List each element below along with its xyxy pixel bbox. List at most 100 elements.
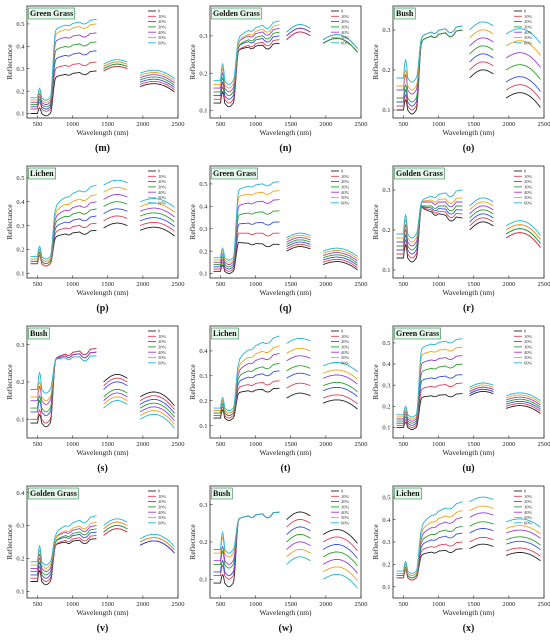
x-tick-label: 1000 xyxy=(66,121,79,128)
series-line xyxy=(30,32,97,106)
y-tick-label: 0.4 xyxy=(16,490,25,497)
series-line xyxy=(103,381,128,390)
legend-label: 40% xyxy=(341,510,350,515)
panel-title: Lichen xyxy=(396,489,420,498)
x-tick-label: 1500 xyxy=(284,441,297,448)
x-tick-label: 500 xyxy=(216,281,226,288)
x-tick-label: 2000 xyxy=(319,281,332,288)
panel-title: Golden Grass xyxy=(396,169,443,178)
series-line xyxy=(469,205,494,215)
series-line xyxy=(396,355,463,422)
series-line xyxy=(286,27,311,37)
panel-title: Bush xyxy=(396,9,414,18)
series-line xyxy=(139,413,175,429)
series-line xyxy=(505,64,541,80)
y-tick-label: 0.5 xyxy=(382,494,390,501)
series-line xyxy=(469,201,494,211)
y-tick-label: 0.3 xyxy=(16,523,24,530)
panel-letter: (x) xyxy=(463,623,475,634)
x-tick-label: 500 xyxy=(399,281,409,288)
chart-panel: 500 1000 1500 2000 2500 0.1 0.2 0.3 Wavelength (… xyxy=(368,160,550,320)
legend-label: 10% xyxy=(524,14,533,19)
panel-letter: (w) xyxy=(279,623,293,634)
y-tick-label: 0.1 xyxy=(199,271,207,278)
series-line xyxy=(103,194,128,200)
legend-label: 40% xyxy=(341,30,350,35)
series-line xyxy=(139,207,175,218)
series-line xyxy=(213,42,280,108)
x-tick-label: 2000 xyxy=(136,121,149,128)
series-line xyxy=(505,92,541,108)
series-line xyxy=(322,558,358,574)
x-tick-label: 1500 xyxy=(101,601,114,608)
legend-label: 30% xyxy=(524,185,533,190)
x-tick-label: 1500 xyxy=(284,281,297,288)
series-line xyxy=(103,201,128,207)
y-axis-title: Reflectance xyxy=(188,204,197,240)
series-line xyxy=(469,388,494,395)
legend-label: 20% xyxy=(341,499,350,504)
series-line xyxy=(213,39,280,104)
legend-label: 40% xyxy=(341,190,350,195)
legend-label: 60% xyxy=(341,40,350,45)
series-line xyxy=(505,40,541,56)
series-line xyxy=(322,386,358,397)
series-line xyxy=(505,525,541,535)
x-axis-title: Wavelength (nm) xyxy=(442,448,495,457)
series-line xyxy=(286,241,311,248)
x-tick-label: 2000 xyxy=(136,441,149,448)
legend-label: 20% xyxy=(341,19,350,24)
series-line xyxy=(396,204,463,263)
series-line xyxy=(103,388,128,398)
legend-label: 60% xyxy=(524,360,533,365)
x-tick-label: 500 xyxy=(399,441,409,448)
series-line xyxy=(469,69,494,79)
legend-label: 50% xyxy=(341,355,350,360)
y-tick-label: 0.4 xyxy=(16,44,25,51)
legend-label: 50% xyxy=(524,35,533,40)
x-tick-label: 2500 xyxy=(538,441,550,448)
legend-label: 50% xyxy=(341,195,350,200)
panel-title-box xyxy=(28,487,79,500)
series-line xyxy=(469,209,494,219)
series-line xyxy=(505,232,541,248)
x-tick-label: 2000 xyxy=(502,601,515,608)
series-line xyxy=(213,27,280,93)
series-line xyxy=(286,31,311,40)
x-tick-label: 1000 xyxy=(249,441,262,448)
x-axis-title: Wavelength (nm) xyxy=(442,608,495,617)
series-line xyxy=(139,78,175,88)
legend-label: 30% xyxy=(158,25,167,30)
series-line xyxy=(469,496,494,503)
legend-label: 50% xyxy=(524,515,533,520)
legend-label: 20% xyxy=(524,19,533,24)
series-line xyxy=(139,395,175,410)
series-line xyxy=(103,392,128,402)
legend-label: 60% xyxy=(158,520,167,525)
panel-title: Lichen xyxy=(30,169,54,178)
panel-letter: (s) xyxy=(97,463,108,474)
x-tick-label: 2000 xyxy=(136,281,149,288)
series-line xyxy=(469,382,494,388)
x-tick-label: 2500 xyxy=(172,601,185,608)
legend-label: 10% xyxy=(158,334,167,339)
series-line xyxy=(322,249,358,260)
legend-label: 60% xyxy=(158,40,167,45)
y-tick-label: 0.1 xyxy=(199,423,207,430)
panel-title-box xyxy=(28,327,50,340)
series-line xyxy=(469,221,494,231)
plot-frame xyxy=(209,485,362,599)
chart-panel: 500 1000 1500 2000 2500 0.1 0.2 0.3 0.4 0.5 Wavele… xyxy=(185,160,368,320)
legend-label: 20% xyxy=(524,339,533,344)
panel-letter: (r) xyxy=(463,303,474,314)
legend-label: 60% xyxy=(524,200,533,205)
x-tick-label: 1000 xyxy=(66,441,79,448)
x-tick-label: 1500 xyxy=(467,281,480,288)
series-line xyxy=(139,198,175,208)
series-line xyxy=(213,241,280,274)
series-line xyxy=(322,254,358,264)
x-tick-label: 2000 xyxy=(319,121,332,128)
series-line xyxy=(469,528,494,534)
legend-label: 10% xyxy=(158,494,167,499)
x-tick-label: 1500 xyxy=(467,121,480,128)
